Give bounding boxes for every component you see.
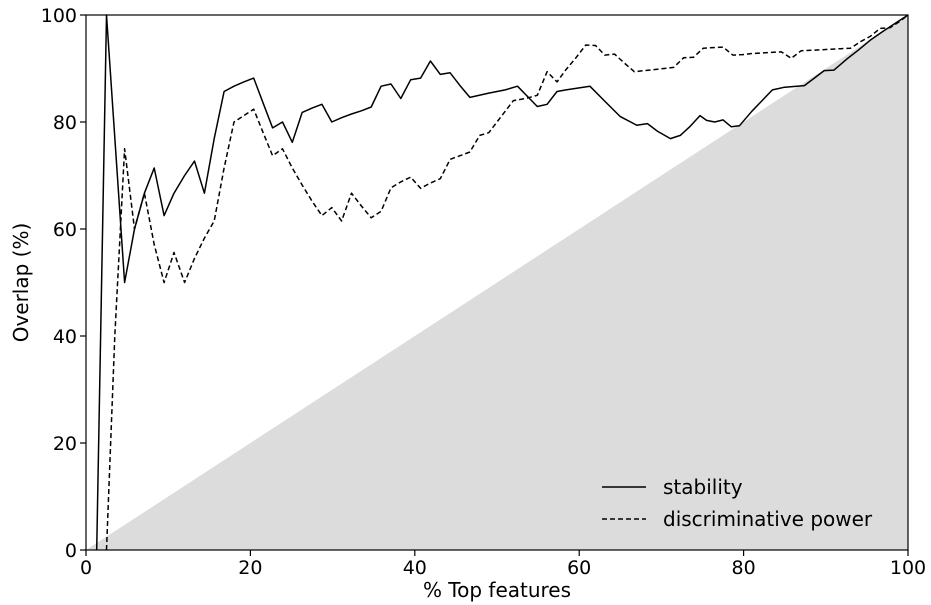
y-tick-label: 100 (41, 5, 77, 27)
x-axis: 0 20 40 60 80 100 (80, 550, 926, 579)
x-tick-label: 0 (80, 557, 92, 579)
series-line-stability (95, 14, 909, 551)
legend: stability discriminative power (602, 475, 873, 531)
x-axis-label: % Top features (423, 578, 571, 602)
y-axis-label: Overlap (%) (9, 223, 33, 343)
x-tick-label: 40 (403, 557, 427, 579)
y-axis: 0 20 40 60 80 100 (41, 5, 86, 562)
y-tick-label: 0 (65, 540, 77, 562)
y-tick-label: 20 (53, 433, 77, 455)
shaded-region (86, 15, 908, 550)
x-tick-label: 20 (238, 557, 262, 579)
x-tick-label: 60 (567, 557, 591, 579)
plot-area (85, 14, 909, 551)
y-tick-label: 40 (53, 326, 77, 348)
x-tick-label: 80 (732, 557, 756, 579)
legend-label-stability: stability (663, 475, 743, 499)
y-tick-label: 60 (53, 219, 77, 241)
x-tick-label: 100 (890, 557, 926, 579)
y-tick-label: 80 (53, 112, 77, 134)
series-line-discriminative-power (105, 14, 909, 551)
legend-label-discriminative-power: discriminative power (663, 507, 873, 531)
series-layer (95, 14, 909, 551)
plot-frame (85, 14, 909, 551)
